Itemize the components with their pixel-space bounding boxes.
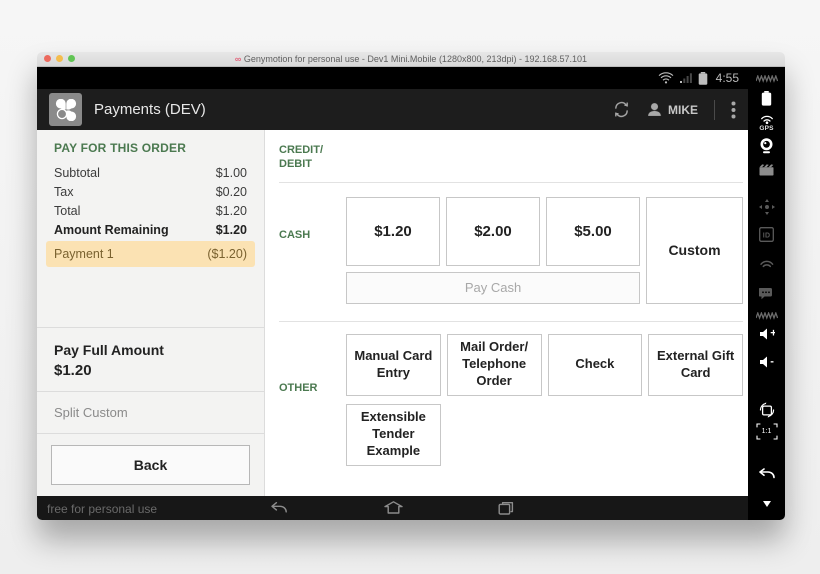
svg-text:+: +	[770, 327, 775, 339]
svg-text:-: -	[770, 355, 774, 367]
svg-text:ID: ID	[763, 232, 770, 239]
